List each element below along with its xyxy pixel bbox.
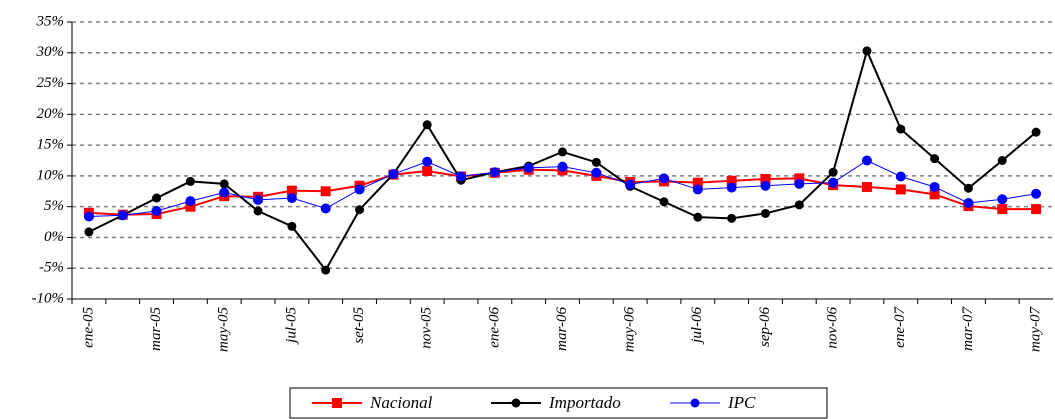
marker	[83, 211, 94, 222]
marker	[253, 194, 264, 205]
marker	[929, 181, 940, 192]
marker	[219, 179, 229, 189]
marker	[253, 206, 263, 216]
marker	[591, 167, 602, 178]
marker	[1031, 188, 1042, 199]
marker	[422, 120, 432, 130]
marker	[625, 179, 636, 190]
marker	[896, 124, 906, 134]
x-tick-label: may-06	[622, 307, 638, 352]
marker	[286, 185, 297, 196]
marker	[760, 173, 771, 184]
marker	[862, 46, 872, 56]
y-tick-label: 25%	[37, 75, 65, 91]
marker	[422, 165, 433, 176]
y-tick-label: 30%	[36, 44, 65, 60]
x-tick-label: set-05	[351, 307, 367, 344]
legend-marker	[332, 398, 342, 408]
x-tick-label: sep-06	[757, 307, 773, 347]
marker	[557, 161, 568, 172]
x-tick-label: ene-07	[892, 306, 908, 348]
marker	[185, 196, 196, 207]
marker	[489, 167, 500, 178]
marker	[321, 265, 331, 275]
y-tick-label: 20%	[37, 106, 65, 122]
marker	[861, 181, 872, 192]
y-tick-label: -10%	[32, 290, 65, 306]
x-tick-label: mar-06	[554, 307, 570, 351]
marker	[117, 210, 128, 221]
marker	[794, 178, 805, 189]
marker	[760, 180, 771, 191]
marker	[84, 227, 94, 237]
marker	[320, 186, 331, 197]
x-tick-label: nov-05	[419, 307, 435, 349]
marker	[760, 208, 770, 218]
marker	[354, 184, 365, 195]
y-tick-label: -5%	[39, 260, 64, 276]
marker	[794, 173, 805, 184]
marker	[287, 221, 297, 231]
x-tick-label: mar-07	[960, 306, 976, 351]
marker	[456, 171, 467, 182]
marker	[930, 154, 940, 164]
marker	[895, 171, 906, 182]
x-tick-label: jul-06	[689, 307, 705, 345]
y-tick-label: 35%	[36, 13, 65, 29]
y-tick-label: 10%	[37, 167, 65, 183]
y-tick-label: 15%	[37, 137, 65, 153]
legend-label: Nacional	[369, 393, 433, 412]
marker	[828, 167, 838, 177]
marker	[997, 194, 1008, 205]
legend-marker	[511, 398, 521, 408]
marker	[963, 197, 974, 208]
marker	[658, 173, 669, 184]
marker	[151, 205, 162, 216]
marker	[355, 205, 365, 215]
marker	[794, 200, 804, 210]
marker	[727, 213, 737, 223]
marker	[152, 193, 162, 203]
marker	[523, 162, 534, 173]
legend-box	[289, 387, 828, 419]
marker	[929, 189, 940, 200]
x-tick-label: may-05	[216, 307, 232, 352]
marker	[219, 187, 230, 198]
marker	[1031, 204, 1042, 215]
x-tick-label: jul-05	[283, 307, 299, 345]
marker	[185, 201, 196, 212]
marker	[693, 212, 703, 222]
marker	[558, 147, 567, 157]
marker	[659, 197, 669, 207]
marker	[422, 156, 433, 167]
marker	[997, 156, 1007, 165]
marker	[828, 177, 839, 188]
x-tick-label: mar-05	[148, 307, 164, 351]
marker	[963, 183, 973, 193]
legend-marker	[690, 398, 700, 408]
marker	[286, 193, 297, 204]
marker	[692, 184, 703, 195]
marker	[861, 155, 872, 166]
x-tick-label: nov-06	[825, 307, 841, 349]
x-tick-label: may-07	[1028, 306, 1044, 352]
legend-label: Importado	[548, 393, 621, 412]
marker	[726, 182, 737, 193]
marker	[185, 176, 195, 186]
x-tick-label: ene-06	[486, 307, 502, 348]
marker	[997, 204, 1008, 215]
marker	[320, 203, 331, 214]
y-tick-label: 0%	[44, 229, 64, 245]
marker	[692, 177, 703, 188]
marker	[726, 175, 737, 186]
marker	[591, 157, 601, 167]
y-tick-label: 5%	[44, 198, 64, 214]
x-tick-label: ene-05	[80, 307, 96, 348]
marker	[388, 169, 399, 180]
legend-label: IPC	[727, 393, 756, 412]
marker	[895, 184, 906, 195]
marker	[1031, 127, 1041, 137]
